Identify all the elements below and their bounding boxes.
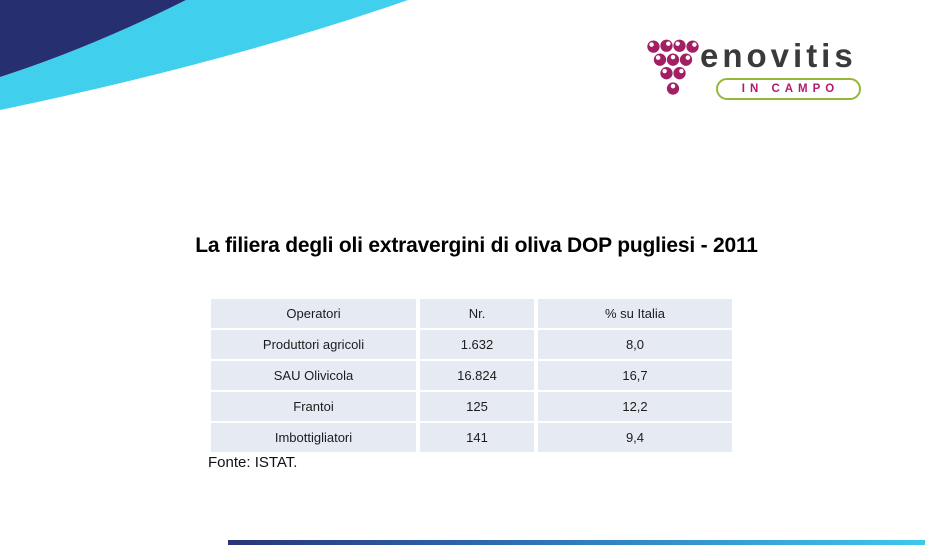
enovitis-logo: enovitis IN CAMPO	[640, 34, 880, 109]
table-cell: Frantoi	[211, 392, 416, 421]
table-header-cell: Operatori	[211, 299, 416, 328]
table-cell: Imbottigliatori	[211, 423, 416, 452]
grape-bunch-icon	[647, 39, 699, 95]
source-note: Fonte: ISTAT.	[208, 454, 298, 471]
slide-title: La filiera degli oli extravergini di oli…	[195, 234, 758, 257]
navy-swoosh-shape	[0, 0, 186, 77]
table-cell: 1.632	[420, 330, 534, 359]
table-cell: 141	[420, 423, 534, 452]
table-header-cell: % su Italia	[538, 299, 732, 328]
table-cell: Produttori agricoli	[211, 330, 416, 359]
table-cell: 12,2	[538, 392, 732, 421]
table-cell: SAU Olivicola	[211, 361, 416, 390]
table-cell: 8,0	[538, 330, 732, 359]
bottom-bar-decoration	[228, 540, 925, 545]
table-cell: 16,7	[538, 361, 732, 390]
table-cell: 125	[420, 392, 534, 421]
corner-swoosh-decoration	[0, 0, 408, 110]
table-cell: 9,4	[538, 423, 732, 452]
table-header-cell: Nr.	[420, 299, 534, 328]
cyan-swoosh-shape	[0, 0, 408, 110]
logo-wordmark: enovitis	[700, 37, 857, 74]
table-cell: 16.824	[420, 361, 534, 390]
logo-badge-label: IN CAMPO	[741, 83, 840, 95]
operators-table: Operatori Nr. % su Italia Produttori agr…	[211, 299, 732, 452]
logo-badge: IN CAMPO	[716, 78, 861, 100]
